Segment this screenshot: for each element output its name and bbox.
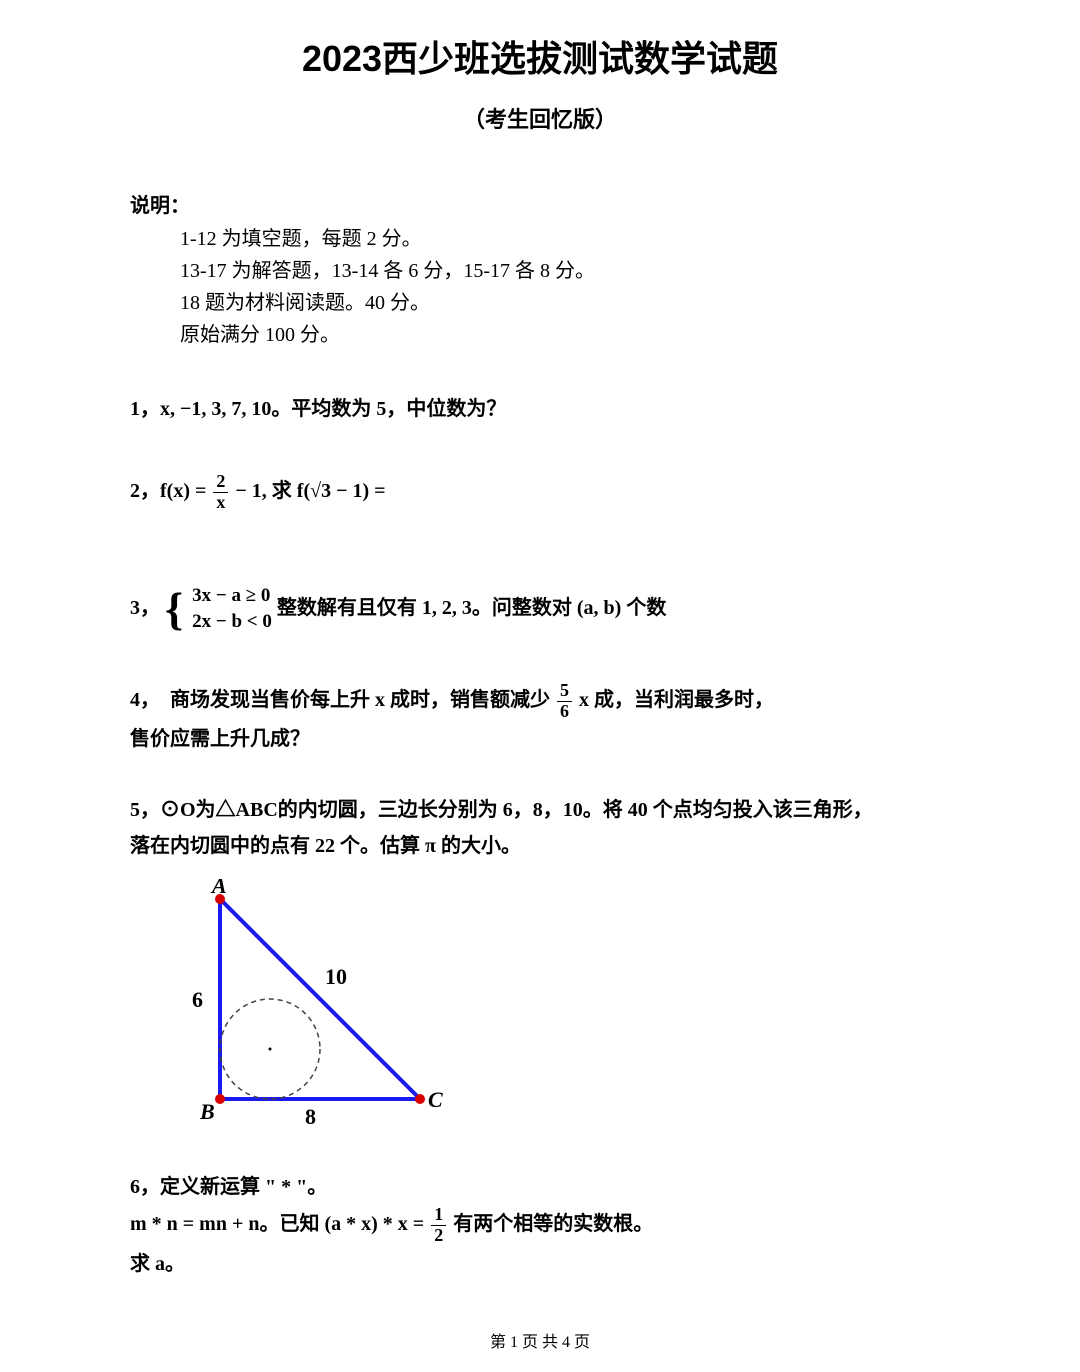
question-6: 6，定义新运算 " * "。 m * n = mn + n。已知 (a * x)… <box>130 1169 950 1282</box>
fraction: 1 2 <box>431 1205 446 1246</box>
q5-line2: 落在内切圆中的点有 22 个。估算 π 的大小。 <box>130 835 521 857</box>
page-subtitle: （考生回忆版） <box>130 102 950 134</box>
left-brace-icon: { <box>165 591 183 628</box>
label-10: 10 <box>325 964 347 989</box>
label-a: A <box>210 879 227 898</box>
incircle-center <box>269 1048 272 1051</box>
instruction-line: 13-17 为解答题，13-14 各 6 分，15-17 各 8 分。 <box>180 255 950 287</box>
question-4: 4， 商场发现当售价每上升 x 成时，销售额减少 5 6 x 成，当利润最多时，… <box>130 681 950 758</box>
vertex-b <box>215 1094 225 1104</box>
q6-line2-prefix: m * n = mn + n。已知 (a * x) * x = <box>130 1213 429 1235</box>
question-1: 1，x, −1, 3, 7, 10。平均数为 5，中位数为？ <box>130 391 950 427</box>
q2-prefix: 2，f(x) = <box>130 480 211 502</box>
label-8: 8 <box>305 1104 316 1129</box>
instructions-label: 说明： <box>130 189 950 218</box>
page-title: 2023西少班选拔测试数学试题 <box>130 30 950 82</box>
q4-prefix: 4， 商场发现当售价每上升 x 成时，销售额减少 <box>130 689 555 711</box>
question-2: 2，f(x) = 2 x − 1, 求 f(√3 − 1) = <box>130 472 950 513</box>
q6-line1: 6，定义新运算 " * "。 <box>130 1176 327 1198</box>
q4-line2: 售价应需上升几成？ <box>130 728 310 750</box>
denominator: 6 <box>557 702 572 722</box>
q6-line2-suffix: 有两个相等的实数根。 <box>453 1213 653 1235</box>
triangle-svg: A B C 6 10 8 <box>170 879 450 1139</box>
label-6: 6 <box>192 987 203 1012</box>
instruction-line: 18 题为材料阅读题。40 分。 <box>180 287 950 319</box>
denominator: 2 <box>431 1226 446 1246</box>
question-5: 5，⊙O为△ABC的内切圆，三边长分别为 6，8，10。将 40 个点均匀投入该… <box>130 792 950 864</box>
exam-page: 2023西少班选拔测试数学试题 （考生回忆版） 说明： 1-12 为填空题，每题… <box>0 0 1080 1372</box>
numerator: 1 <box>431 1205 446 1226</box>
q5-line1: 5，⊙O为△ABC的内切圆，三边长分别为 6，8，10。将 40 个点均匀投入该… <box>130 799 873 821</box>
q4-mid: x 成，当利润最多时， <box>579 689 774 711</box>
fraction: 2 x <box>213 472 228 513</box>
numerator: 5 <box>557 681 572 702</box>
triangle-shape <box>220 899 420 1099</box>
instruction-line: 1-12 为填空题，每题 2 分。 <box>180 223 950 255</box>
instruction-line: 原始满分 100 分。 <box>180 319 950 351</box>
q3-suffix: 整数解有且仅有 1, 2, 3。问整数对 (a, b) 个数 <box>277 597 666 619</box>
inequality-system: 3x − a ≥ 0 2x − b < 0 <box>192 583 272 636</box>
label-c: C <box>428 1087 443 1112</box>
label-b: B <box>199 1099 215 1124</box>
instructions-block: 1-12 为填空题，每题 2 分。 13-17 为解答题，13-14 各 6 分… <box>180 223 950 351</box>
numerator: 2 <box>213 472 228 493</box>
q3-prefix: 3， <box>130 597 160 619</box>
q6-line3: 求 a。 <box>130 1253 185 1275</box>
question-3: 3， { 3x − a ≥ 0 2x − b < 0 整数解有且仅有 1, 2,… <box>130 583 950 636</box>
triangle-diagram: A B C 6 10 8 <box>170 879 950 1144</box>
system-line-1: 3x − a ≥ 0 <box>192 585 270 606</box>
system-line-2: 2x − b < 0 <box>192 611 272 632</box>
q2-suffix: − 1, 求 f(√3 − 1) = <box>235 480 385 502</box>
vertex-c <box>415 1094 425 1104</box>
fraction: 5 6 <box>557 681 572 722</box>
page-footer: 第 1 页 共 4 页 <box>0 1328 1080 1352</box>
denominator: x <box>213 493 228 513</box>
